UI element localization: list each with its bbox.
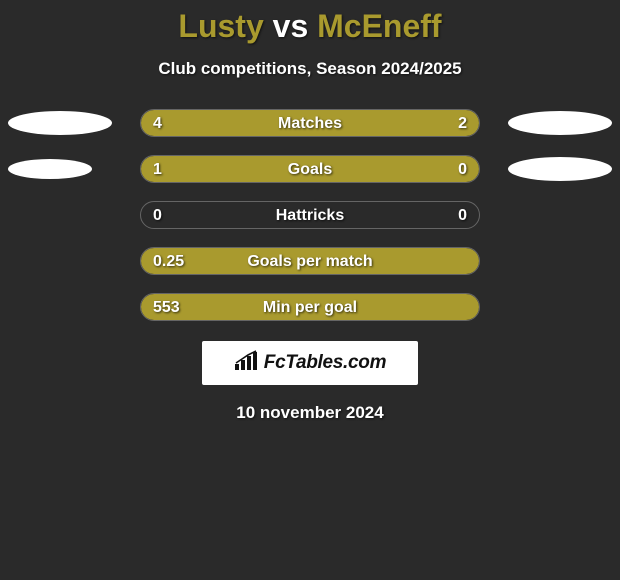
stat-row: 4Matches2 (0, 109, 620, 137)
stat-label: Goals (141, 156, 479, 183)
bar-track: 0.25Goals per match (140, 247, 480, 275)
logo-text: FcTables.com (264, 352, 386, 374)
bar-track: 553Min per goal (140, 293, 480, 321)
ellipse-left (8, 159, 92, 179)
ellipse-right (508, 157, 612, 181)
stat-row: 553Min per goal (0, 293, 620, 321)
vs-text: vs (273, 8, 309, 44)
page-title: Lusty vs McEneff (0, 8, 620, 45)
stat-value-p2: 0 (458, 202, 467, 229)
bar-track: 0Hattricks0 (140, 201, 480, 229)
player2-name: McEneff (317, 8, 441, 44)
logo-box: FcTables.com (202, 341, 418, 385)
stat-label: Hattricks (141, 202, 479, 229)
stat-row: 1Goals0 (0, 155, 620, 183)
stat-value-p2: 0 (458, 156, 467, 183)
subtitle: Club competitions, Season 2024/2025 (0, 59, 620, 79)
bar-track: 1Goals0 (140, 155, 480, 183)
stats-rows: 4Matches21Goals00Hattricks00.25Goals per… (0, 109, 620, 321)
stat-row: 0.25Goals per match (0, 247, 620, 275)
bar-track: 4Matches2 (140, 109, 480, 137)
stat-label: Min per goal (141, 294, 479, 321)
infographic-container: Lusty vs McEneff Club competitions, Seas… (0, 0, 620, 423)
stat-label: Matches (141, 110, 479, 137)
stat-label: Goals per match (141, 248, 479, 275)
chart-icon (234, 350, 260, 377)
ellipse-left (8, 111, 112, 135)
date-text: 10 november 2024 (0, 403, 620, 423)
logo-inner: FcTables.com (234, 350, 386, 377)
ellipse-right (508, 111, 612, 135)
player1-name: Lusty (178, 8, 263, 44)
stat-value-p2: 2 (458, 110, 467, 137)
stat-row: 0Hattricks0 (0, 201, 620, 229)
